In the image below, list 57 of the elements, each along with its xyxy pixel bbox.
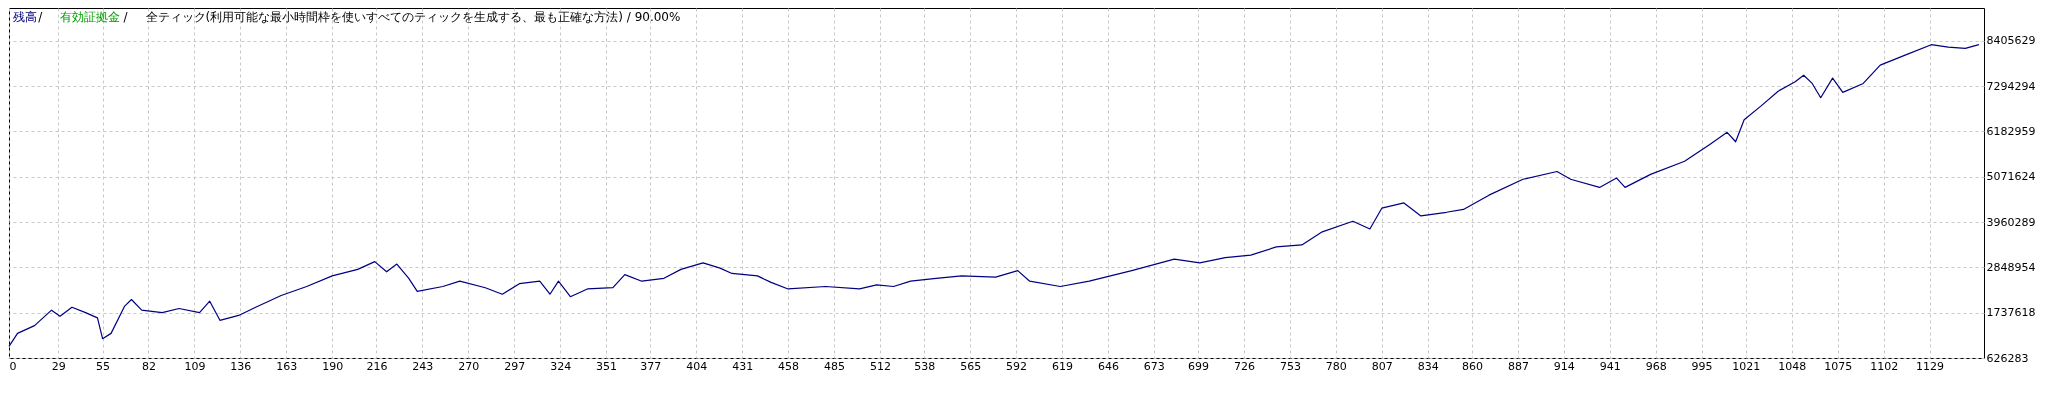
x-tick-label: 592: [1006, 359, 1028, 373]
y-tick-label: 3960289: [1986, 215, 2036, 229]
y-tick-label: 7294294: [1986, 79, 2036, 93]
x-tick-label: 753: [1279, 359, 1301, 373]
x-tick-label: 1075: [1824, 359, 1853, 373]
x-tick-label: 136: [230, 359, 252, 373]
x-tick-label: 565: [960, 359, 982, 373]
x-tick-label: 1021: [1732, 359, 1761, 373]
y-tick-label: 8405629: [1986, 34, 2036, 48]
x-tick-label: 887: [1507, 359, 1529, 373]
x-tick-label: 431: [732, 359, 754, 373]
x-tick-label: 834: [1417, 359, 1439, 373]
x-tick-label: 458: [778, 359, 800, 373]
x-tick-label: 780: [1325, 359, 1347, 373]
x-tick-label: 29: [51, 359, 66, 373]
x-tick-label: 55: [96, 359, 111, 373]
x-tick-label: 619: [1051, 359, 1073, 373]
x-tick-label: 1129: [1916, 359, 1945, 373]
annotation: /: [38, 10, 44, 24]
y-tick-label: 626283: [1986, 351, 2029, 365]
x-tick-label: 297: [504, 359, 526, 373]
y-tick-label: 5071624: [1986, 170, 2036, 184]
x-tick-label: 538: [914, 359, 936, 373]
x-tick-label: 0: [9, 359, 17, 373]
x-tick-label: 646: [1097, 359, 1119, 373]
x-tick-label: 995: [1691, 359, 1713, 373]
x-tick-label: 377: [640, 359, 662, 373]
x-tick-label: 807: [1371, 359, 1393, 373]
y-tick-label: 2848954: [1986, 260, 2036, 274]
x-tick-label: 1048: [1778, 359, 1807, 373]
x-tick-label: 1102: [1870, 359, 1899, 373]
x-tick-label: 351: [596, 359, 618, 373]
legend-label: 有効証拠金: [60, 10, 121, 24]
x-tick-label: 270: [458, 359, 480, 373]
x-tick-label: 968: [1645, 359, 1667, 373]
x-tick-label: 485: [824, 359, 846, 373]
x-tick-label: 726: [1234, 359, 1256, 373]
x-tick-label: 216: [366, 359, 388, 373]
text: 残高: [13, 10, 37, 24]
x-tick-label: 109: [184, 359, 206, 373]
x-tick-label: 512: [869, 359, 891, 373]
line-series: [8, 44, 1980, 348]
x-tick-label: 324: [550, 359, 572, 373]
x-tick-label: 941: [1599, 359, 1621, 373]
x-tick-label: 673: [1143, 359, 1165, 373]
chart-title: 全ティック(利用可能な最小時間枠を使いすべてのティックを生成する、最も正確な方法) / 90.00%: [145, 10, 681, 24]
x-tick-label: 914: [1553, 359, 1575, 373]
y-tick-label: 6182959: [1986, 124, 2036, 138]
y-tick-label: 1737618: [1986, 306, 2036, 320]
annotation: /: [123, 10, 129, 24]
x-tick-label: 82: [141, 359, 156, 373]
x-tick-label: 190: [322, 359, 344, 373]
x-tick-label: 243: [412, 359, 434, 373]
x-tick-label: 163: [276, 359, 298, 373]
x-tick-label: 404: [686, 359, 708, 373]
x-tick-label: 860: [1461, 359, 1483, 373]
x-tick-label: 699: [1188, 359, 1210, 373]
